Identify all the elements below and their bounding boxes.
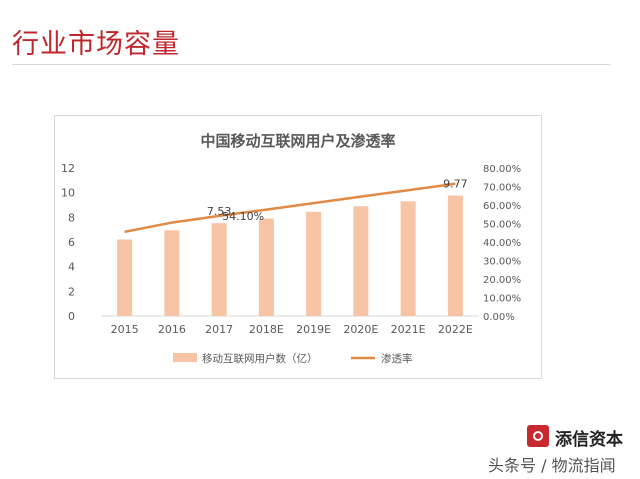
page-title: 行业市场容量 bbox=[12, 29, 180, 60]
data-label: 7.53 bbox=[207, 205, 232, 218]
watermark: 头条号 / 物流指闻 bbox=[488, 456, 616, 475]
bar-2020E bbox=[353, 206, 369, 316]
x-tick-label: 2022E bbox=[438, 323, 473, 336]
bar-2019E bbox=[306, 211, 322, 316]
bar-2016 bbox=[164, 230, 180, 316]
data-label: 9.77 bbox=[443, 178, 468, 191]
right-tick-label: 60.00% bbox=[483, 201, 521, 212]
brand-mark: 添信资本 bbox=[527, 425, 633, 451]
bar-2017 bbox=[211, 223, 227, 316]
chart-panel: 中国移动互联网用户及渗透率 0 2 4 6 8 10 12 0.00% 10.00% 20.00… bbox=[54, 115, 542, 379]
legend-swatch-users bbox=[173, 353, 197, 362]
chart-title: 中国移动互联网用户及渗透率 bbox=[200, 132, 395, 150]
right-tick-label: 70.00% bbox=[483, 183, 521, 194]
bar-2015 bbox=[117, 239, 133, 316]
left-axis-ticks: 0 2 4 6 8 10 12 bbox=[61, 162, 75, 323]
bar-2022E bbox=[447, 195, 463, 316]
bar-2021E bbox=[400, 201, 416, 316]
x-axis-ticks: 2015 2016 2017 2018E 2019E 2020E 2021E 2022E bbox=[111, 323, 473, 336]
x-tick-label: 2018E bbox=[249, 323, 284, 336]
legend: 移动互联网用户数（亿） 渗透率 bbox=[173, 352, 413, 365]
left-tick-label: 2 bbox=[68, 285, 75, 298]
right-tick-label: 20.00% bbox=[483, 275, 521, 286]
x-tick-label: 2020E bbox=[343, 323, 378, 336]
right-tick-label: 0.00% bbox=[483, 312, 515, 323]
x-tick-label: 2017 bbox=[205, 323, 233, 336]
x-tick-label: 2021E bbox=[391, 323, 426, 336]
right-tick-label: 50.00% bbox=[483, 220, 521, 231]
brand-logo-icon bbox=[527, 425, 549, 447]
right-axis-ticks: 0.00% 10.00% 20.00% 30.00% 40.00% 50.00% 60.00… bbox=[483, 164, 521, 323]
bar-2018E bbox=[258, 218, 274, 316]
left-tick-label: 0 bbox=[68, 310, 75, 323]
x-tick-label: 2016 bbox=[158, 323, 186, 336]
left-tick-label: 12 bbox=[61, 162, 75, 175]
data-label: 54.10% bbox=[222, 210, 264, 223]
brand-name: 添信资本 bbox=[555, 430, 623, 450]
legend-label-users: 移动互联网用户数（亿） bbox=[202, 352, 318, 365]
left-tick-label: 8 bbox=[68, 211, 75, 224]
left-tick-label: 10 bbox=[61, 187, 75, 200]
bar-series bbox=[117, 195, 463, 316]
right-tick-label: 30.00% bbox=[483, 257, 521, 268]
left-tick-label: 4 bbox=[68, 261, 75, 274]
right-tick-label: 10.00% bbox=[483, 294, 521, 305]
combo-chart: 中国移动互联网用户及渗透率 0 2 4 6 8 10 12 0.00% 10.00% 20.00… bbox=[61, 132, 521, 365]
right-tick-label: 40.00% bbox=[483, 238, 521, 249]
left-tick-label: 6 bbox=[68, 236, 75, 249]
legend-label-rate: 渗透率 bbox=[381, 352, 413, 365]
x-tick-label: 2015 bbox=[111, 323, 139, 336]
penetration-rate-line bbox=[124, 182, 456, 234]
right-tick-label: 80.00% bbox=[483, 164, 521, 175]
title-divider bbox=[12, 64, 610, 65]
x-tick-label: 2019E bbox=[296, 323, 331, 336]
